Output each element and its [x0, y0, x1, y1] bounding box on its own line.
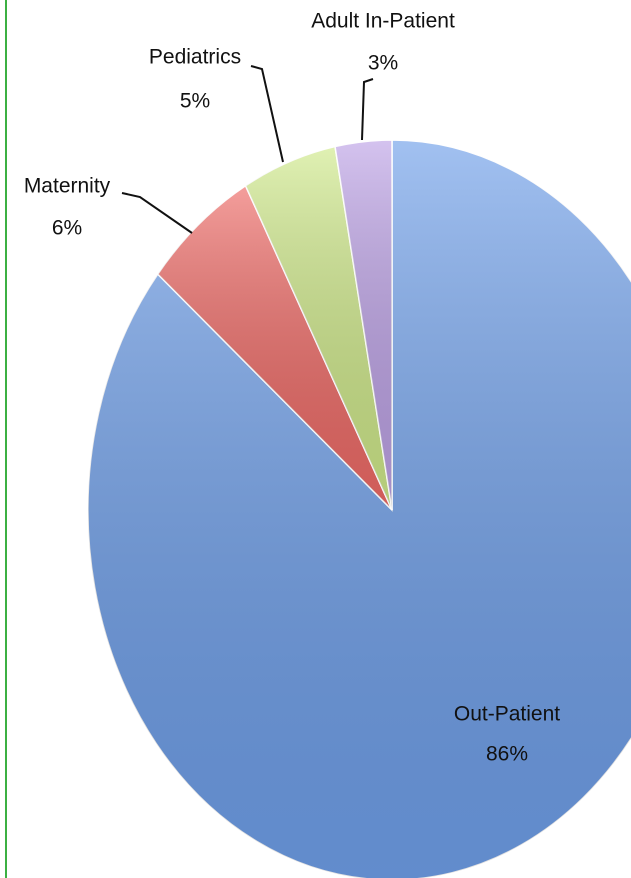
value-label: 6% [52, 217, 82, 240]
labels: Out-Patient 86% Maternity 6% Pediatrics 5% Adu… [24, 10, 560, 766]
category-label: Pediatrics [149, 46, 241, 69]
leader-line [361, 78, 374, 141]
slice-shade [245, 146, 392, 510]
slice-shade [157, 185, 392, 510]
pie [87, 139, 631, 878]
value-label: 86% [486, 743, 528, 766]
value-label: 5% [180, 90, 210, 113]
leader-line [250, 65, 284, 163]
category-label: Maternity [24, 175, 111, 198]
category-label: Out-Patient [454, 703, 560, 726]
leader-line [121, 192, 193, 234]
value-label: 3% [368, 52, 398, 75]
slice-shade [335, 140, 392, 510]
category-label: Adult In-Patient [311, 10, 455, 33]
slice-shade [87, 140, 631, 878]
